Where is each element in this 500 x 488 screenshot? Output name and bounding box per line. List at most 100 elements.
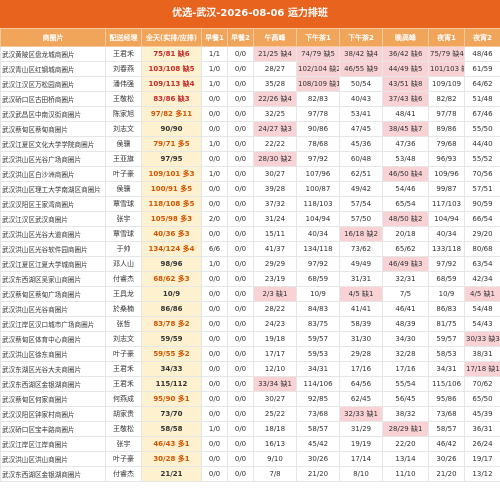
table-cell: 0/0 — [201, 466, 228, 482]
table-cell: 54/46 — [382, 181, 429, 197]
table-cell: 103/108 缺5 — [141, 61, 202, 77]
table-cell: 100/91 多5 — [141, 181, 202, 197]
table-cell: 95/90 多1 — [141, 391, 202, 407]
table-cell: 55/54 — [382, 376, 429, 392]
table-cell: 26/24 — [464, 436, 500, 452]
table-cell: 70/62 — [464, 376, 500, 392]
table-cell: 48/39 — [382, 316, 429, 332]
table-cell: 0/0 — [227, 46, 254, 62]
table-row: 武汉蔡甸区蔡甸商圈片 刘志文 90/90 0/0 0/0 24/27 缺3 90/86 47/… — [0, 121, 500, 137]
table-cell: 32/28 — [382, 346, 429, 362]
table-cell: 44/40 — [464, 136, 500, 152]
table-cell: 51/48 — [464, 91, 500, 107]
table-row: 武汉硚口区古田桥商圈片 王敬松 83/86 缺3 0/0 0/0 22/26 缺4 82/8… — [0, 91, 500, 107]
table-cell: 65/54 — [382, 196, 429, 212]
table-cell: 胡家贵 — [105, 406, 142, 422]
table-cell: 武汉蔡甸区何家商圈片 — [0, 391, 106, 407]
table-row: 武汉蔡甸区蔡甸广场商圈片 王具龙 10/9 0/0 0/0 2/3 缺1 10/9 4/5 缺… — [0, 286, 500, 302]
table-cell: 武汉江汉区武汉商圈片 — [0, 211, 106, 227]
table-cell: 49/49 — [339, 256, 383, 272]
table-cell: 46/41 — [382, 301, 429, 317]
table-row: 武汉东西湖区金银湖商圈片 王君禾 115/112 0/0 0/0 33/34 缺1 114/… — [0, 376, 500, 392]
table-cell: 48/50 缺2 — [382, 211, 429, 227]
table-cell: 0/0 — [201, 106, 228, 122]
table-row: 武汉硚口区宝丰路商圈片 王敬松 58/58 1/0 0/0 18/18 58/57 31/29… — [0, 421, 500, 437]
table-cell: 武汉洪山区光谷商圈片 — [0, 301, 106, 317]
table-cell: 17/14 — [339, 451, 383, 467]
table-cell: 0/0 — [227, 436, 254, 452]
table-cell: 0/0 — [201, 226, 228, 242]
table-cell: 0/0 — [227, 151, 254, 167]
table-cell: 0/0 — [227, 331, 254, 347]
table-cell: 63/54 — [464, 256, 500, 272]
table-cell: 0/0 — [227, 421, 254, 437]
table-cell: 81/75 — [428, 316, 465, 332]
table-cell: 97/92 — [296, 151, 340, 167]
table-cell: 104/94 — [296, 211, 340, 227]
table-row: 武汉东湖区光谷大夫商圈片 王君禾 34/33 0/0 0/0 12/10 34/31 17/1… — [0, 361, 500, 377]
table-cell: 0/0 — [227, 346, 254, 362]
table-cell: 86/86 — [141, 301, 202, 317]
table-cell: 70/56 — [464, 166, 500, 182]
table-cell: 17/16 — [382, 361, 429, 377]
table-row: 武汉洪山区徐东商圈片 叶子豪 59/55 多2 0/0 0/0 17/17 59/53 29/… — [0, 346, 500, 362]
table-cell: 90/59 — [464, 196, 500, 212]
table-cell: 46/42 — [428, 436, 465, 452]
table-cell: 58/58 — [141, 421, 202, 437]
table-cell: 60/48 — [339, 151, 383, 167]
table-cell: 78/68 — [296, 136, 340, 152]
table-cell: 40/43 — [339, 91, 383, 107]
table-cell: 0/0 — [227, 286, 254, 302]
table-cell: 何燕成 — [105, 391, 142, 407]
table-cell: 102/104 缺2 — [296, 61, 340, 77]
title: 优选-武汉-2026-08-06 运力排班 — [0, 0, 500, 28]
table-cell: 28/30 缺2 — [253, 151, 297, 167]
table-cell: 刘志文 — [105, 331, 142, 347]
table-cell: 24/27 缺3 — [253, 121, 297, 137]
column-header: 午高峰 — [253, 28, 297, 47]
table-cell: 101/103 缺2 — [428, 61, 465, 77]
table-cell: 109/96 — [428, 166, 465, 182]
table-cell: 97/92 — [296, 256, 340, 272]
table-cell: 92/85 — [296, 391, 340, 407]
table-cell: 43/51 缺8 — [382, 76, 429, 92]
table-cell: 19/17 — [464, 451, 500, 467]
table-cell: 31/30 — [339, 331, 383, 347]
table-cell: 46/43 多1 — [141, 436, 202, 452]
table-cell: 0/0 — [227, 391, 254, 407]
table-cell: 15/11 — [253, 226, 297, 242]
table-cell: 0/0 — [227, 106, 254, 122]
table-cell: 79/68 — [428, 136, 465, 152]
table-cell: 38/31 — [464, 346, 500, 362]
column-header: 下午茶2 — [339, 28, 383, 47]
table-row: 武汉洪山区洪山商圈片 叶子豪 30/28 多1 0/0 0/0 9/10 30/26 17/1… — [0, 451, 500, 467]
table-cell: 38/45 缺7 — [382, 121, 429, 137]
table-body: 武汉黄陂区盘龙城商圈片 王君禾 75/81 缺6 1/1 0/0 21/25 缺4 74/7… — [0, 46, 500, 482]
table-cell: 1/0 — [201, 76, 228, 92]
table-cell: 45/42 — [296, 436, 340, 452]
table-cell: 武汉汉阳区钟家村商圈片 — [0, 406, 106, 422]
table-cell: 83/75 — [296, 316, 340, 332]
table-cell: 武汉洪山区洪山商圈片 — [0, 451, 106, 467]
table-cell: 98/96 — [141, 256, 202, 272]
table-cell: 潘伟强 — [105, 76, 142, 92]
table-cell: 16/13 — [253, 436, 297, 452]
table-cell: 36/31 — [464, 421, 500, 437]
table-cell: 王君禾 — [105, 376, 142, 392]
table-cell: 0/0 — [201, 331, 228, 347]
table-cell: 付睿杰 — [105, 271, 142, 287]
table-cell: 34/30 — [382, 331, 429, 347]
table-row: 武汉江汉区武汉商圈片 张宇 105/98 多3 2/0 0/0 31/24 104/94 57… — [0, 211, 500, 227]
table-cell: 46/49 缺3 — [382, 256, 429, 272]
table-cell: 46/50 缺4 — [382, 166, 429, 182]
table-cell: 武汉洪山区徐东商圈片 — [0, 346, 106, 362]
table-row: 武汉蔡甸区体育中心商圈片 刘志文 59/59 0/0 0/0 19/18 59/57 31/3… — [0, 331, 500, 347]
table-cell: 40/36 多3 — [141, 226, 202, 242]
table-cell: 10/9 — [296, 286, 340, 302]
table-cell: 68/59 — [296, 271, 340, 287]
table-cell: 74/79 缺5 — [296, 46, 340, 62]
table-cell: 104/94 — [428, 211, 465, 227]
table-cell: 45/39 — [464, 406, 500, 422]
table-cell: 0/0 — [201, 196, 228, 212]
table-cell: 张宇 — [105, 436, 142, 452]
